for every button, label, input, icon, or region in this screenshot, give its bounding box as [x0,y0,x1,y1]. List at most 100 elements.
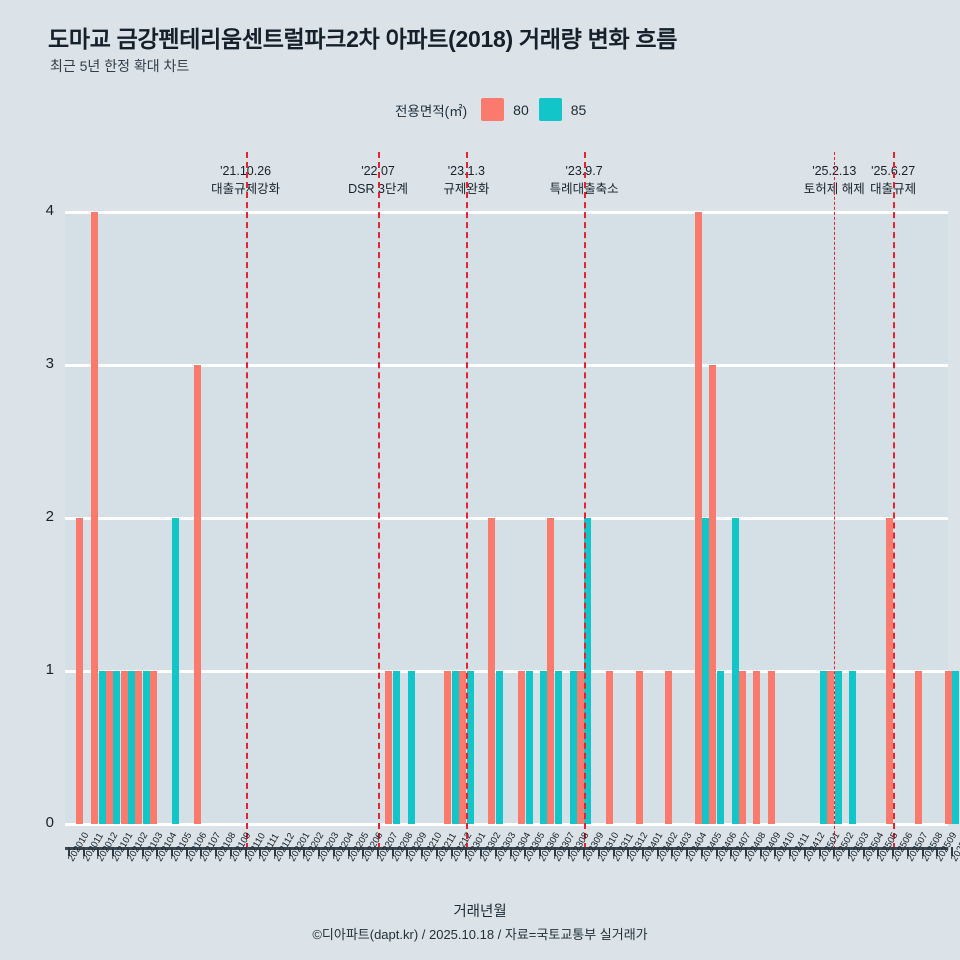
bar-80-202103[interactable] [135,671,143,824]
bar-85-202303[interactable] [496,671,504,824]
x-tick-202410 [774,847,777,856]
bar-80-202102[interactable] [120,671,128,824]
bar-80-202011[interactable] [76,518,84,824]
x-tick-202208 [391,847,394,856]
bar-85-202501[interactable] [819,671,827,824]
x-tick-202402 [656,847,659,856]
bar-85-202503[interactable] [849,671,857,824]
bar-85-202012[interactable] [98,671,106,824]
bar-80-202101[interactable] [105,671,113,824]
gridline-4 [65,210,948,214]
bar-80-202208[interactable] [385,671,393,824]
x-tick-202309 [583,847,586,856]
page-subtitle: 최근 5년 한정 확대 차트 [50,58,190,74]
bar-85-202502[interactable] [834,671,842,824]
bar-85-202405[interactable] [702,518,710,824]
x-tick-202405 [700,847,703,856]
x-tick-202312 [627,847,630,856]
event-date-202309: '23.9.7 [565,164,603,178]
bar-85-202212[interactable] [451,671,459,824]
bar-80-202401[interactable] [635,671,643,824]
bar-80-202301[interactable] [459,671,467,824]
legend-label-80: 80 [513,101,529,118]
bar-80-202410[interactable] [768,671,776,824]
bar-80-202405[interactable] [694,212,702,824]
bar-85-202209[interactable] [407,671,415,824]
x-tick-202505 [877,847,880,856]
x-tick-202307 [553,847,556,856]
x-tick-202210 [421,847,424,856]
x-tick-202311 [612,847,615,856]
x-tick-202302 [480,847,483,856]
event-line-202301 [466,152,469,849]
bar-85-202307[interactable] [554,671,562,824]
x-tick-202306 [538,847,541,856]
bar-80-202409[interactable] [753,671,761,824]
bar-80-202212[interactable] [444,671,452,824]
x-tick-202202 [303,847,306,856]
x-tick-202110 [244,847,247,856]
x-tick-202406 [715,847,718,856]
legend-title: 전용면적(㎡) [395,103,468,119]
bar-85-202102[interactable] [128,671,136,824]
chart-legend: 전용면적(㎡) 80 85 [395,98,586,121]
bar-85-202305[interactable] [525,671,533,824]
bar-85-202308[interactable] [569,671,577,824]
x-tick-202408 [744,847,747,856]
event-date-202506: '25.6.27 [871,164,916,178]
bar-80-202408[interactable] [738,671,746,824]
x-tick-202205 [347,847,350,856]
bar-80-202309[interactable] [576,671,584,824]
bar-80-202104[interactable] [150,671,157,824]
bar-85-202407[interactable] [731,518,739,824]
bar-85-202208[interactable] [393,671,401,824]
bar-85-202103[interactable] [142,671,150,824]
page-title: 도마교 금강펜테리움센트럴파크2차 아파트(2018) 거래량 변화 흐름 [48,26,678,52]
event-date-202207: '22.07 [361,164,395,178]
bar-80-202311[interactable] [606,671,614,824]
bar-80-202305[interactable] [517,671,525,824]
x-tick-202509 [936,847,939,856]
bar-80-202107[interactable] [194,365,202,824]
bar-85-202101[interactable] [113,671,121,824]
gridline-3 [65,363,948,367]
event-line-202309 [584,152,587,849]
event-text-202309: 특례대출축소 [549,182,619,197]
event-line-202207 [378,152,381,849]
x-tick-202404 [686,847,689,856]
bar-80-202403[interactable] [665,671,673,824]
bar-80-202307[interactable] [547,518,555,824]
bar-80-202508[interactable] [915,671,923,824]
x-tick-202101 [112,847,115,856]
x-tick-202111 [259,847,262,856]
event-annotation-202110: '21.10.26 대출규제강화 [176,162,316,198]
bar-85-202406[interactable] [716,671,724,824]
legend-swatch-80 [481,98,505,121]
bar-85-202309[interactable] [584,518,592,824]
event-line-202110 [245,152,248,849]
x-tick-202212 [450,847,453,856]
bar-80-202502[interactable] [826,671,834,824]
legend-item-85[interactable]: 85 [538,98,586,121]
bar-85-202510[interactable] [952,671,960,824]
x-tick-202304 [509,847,512,856]
bar-85-202105[interactable] [172,518,180,824]
bar-85-202306[interactable] [540,671,548,824]
bar-80-202510[interactable] [944,671,952,824]
x-tick-202109 [229,847,232,856]
x-tick-202204 [332,847,335,856]
x-tick-202403 [671,847,674,856]
bar-80-202303[interactable] [488,518,496,824]
bar-80-202406[interactable] [709,365,717,824]
bar-80-202012[interactable] [91,212,99,824]
x-tick-202407 [730,847,733,856]
bar-80-202506[interactable] [885,518,893,824]
x-tick-202104 [156,847,159,856]
gridline-0 [65,822,948,826]
x-tick-202305 [524,847,527,856]
x-tick-202112 [274,847,277,856]
legend-item-80[interactable]: 80 [481,98,529,121]
footer-credit: ©디아파트(dapt.kr) / 2025.10.18 / 자료=국토교통부 실… [312,927,648,942]
bar-85-202301[interactable] [466,671,474,824]
